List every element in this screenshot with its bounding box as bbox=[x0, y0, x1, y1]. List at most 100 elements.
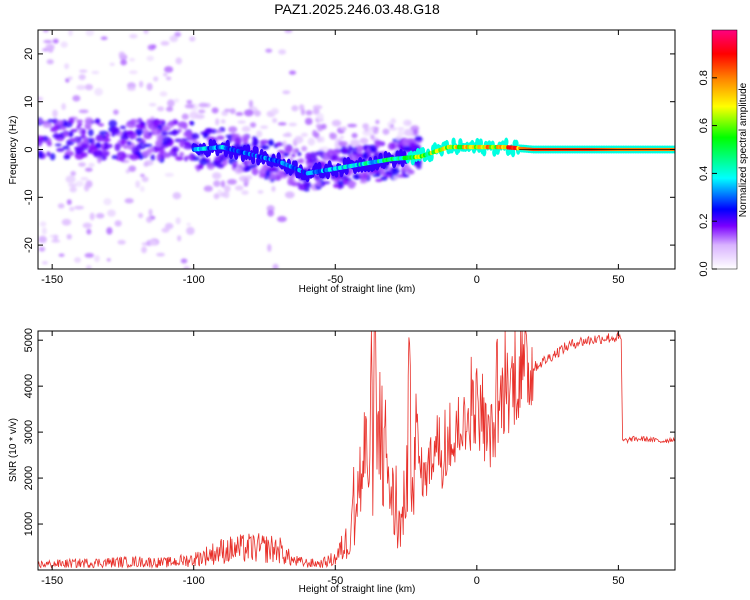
heatmap-cell bbox=[256, 130, 263, 138]
heatmap-cell bbox=[284, 30, 293, 33]
heatmap-cell bbox=[396, 174, 404, 178]
heatmap-cell bbox=[78, 74, 86, 81]
heatmap-cell bbox=[403, 174, 410, 178]
heatmap-cell bbox=[53, 124, 59, 131]
colorbar-label: Normalized spectral amplitude bbox=[738, 82, 749, 217]
heatmap-cell bbox=[76, 119, 84, 124]
y-tick-label: 20 bbox=[23, 48, 35, 60]
heatmap-cell bbox=[224, 108, 231, 112]
heatmap-cell bbox=[234, 167, 243, 175]
heatmap-cell bbox=[244, 109, 254, 117]
heatmap-cell bbox=[52, 38, 59, 44]
snr-panel: -150 -100 -50 0 50 1000 2000 3000 4000 5000 Heig… bbox=[8, 328, 676, 595]
heatmap-cell bbox=[277, 122, 287, 126]
heatmap-cell bbox=[113, 109, 119, 115]
heatmap-cell bbox=[282, 140, 287, 149]
colorbar-tick-label: 0.0 bbox=[698, 261, 710, 276]
heatmap-cell bbox=[370, 134, 375, 140]
heatmap-cell bbox=[288, 174, 296, 180]
heatmap-cell bbox=[249, 122, 257, 128]
heatmap-cell bbox=[406, 169, 415, 175]
heatmap-cell bbox=[216, 129, 222, 134]
heatmap-cell bbox=[189, 111, 199, 120]
heatmap-cell bbox=[237, 120, 246, 124]
heatmap-cell bbox=[143, 162, 149, 167]
heatmap-cell bbox=[172, 129, 178, 136]
heatmap-cell bbox=[143, 129, 150, 136]
heatmap-cell bbox=[146, 83, 153, 91]
heatmap-cell bbox=[342, 126, 347, 131]
heatmap-cell bbox=[268, 139, 274, 147]
heatmap-cell bbox=[329, 132, 337, 140]
heatmap-cell bbox=[314, 177, 320, 182]
heatmap-cell bbox=[284, 191, 295, 199]
heatmap-cell bbox=[320, 123, 327, 130]
x-tick-label: 50 bbox=[612, 575, 624, 587]
heatmap-cell bbox=[43, 40, 53, 44]
heatmap-cell bbox=[339, 135, 344, 139]
heatmap-cell bbox=[245, 144, 251, 154]
heatmap-cell bbox=[141, 150, 152, 157]
heatmap-cell bbox=[242, 137, 249, 145]
heatmap-cell bbox=[78, 109, 89, 114]
heatmap-cell bbox=[150, 154, 156, 161]
heatmap-cell bbox=[69, 206, 75, 212]
snr-series-line bbox=[38, 331, 675, 569]
heatmap-cell bbox=[93, 150, 103, 158]
y-tick-label: -10 bbox=[23, 189, 35, 205]
heatmap-cell bbox=[73, 136, 82, 143]
heatmap-cell bbox=[298, 158, 304, 164]
heatmap-cell bbox=[66, 139, 71, 147]
heatmap-cell bbox=[307, 137, 316, 146]
heatmap-cell bbox=[297, 151, 302, 157]
heatmap-cell bbox=[161, 227, 170, 233]
heatmap-cell bbox=[272, 118, 278, 124]
heatmap-cell bbox=[95, 213, 105, 219]
heatmap-cell bbox=[161, 130, 168, 137]
heatmap-cell bbox=[301, 132, 308, 137]
heatmap-cell bbox=[259, 139, 270, 145]
heatmap-cell bbox=[135, 137, 143, 141]
heatmap-cell bbox=[291, 153, 296, 158]
heatmap-cell bbox=[319, 136, 325, 143]
heatmap-cell bbox=[403, 128, 414, 137]
heatmap-cell bbox=[82, 222, 92, 229]
heatmap-cell bbox=[390, 118, 397, 124]
heatmap-cell bbox=[265, 169, 271, 178]
heatmap-cell bbox=[342, 157, 348, 167]
heatmap-cell bbox=[94, 119, 101, 123]
heatmap-cell bbox=[213, 159, 221, 166]
heatmap-cell bbox=[68, 132, 73, 138]
heatmap-cell bbox=[59, 126, 67, 130]
heatmap-cell bbox=[322, 156, 332, 162]
heatmap-cell bbox=[52, 133, 62, 139]
heatmap-cell bbox=[129, 118, 140, 124]
heatmap-cell bbox=[190, 120, 195, 126]
heatmap-cell bbox=[212, 172, 222, 180]
heatmap-cell bbox=[331, 148, 341, 156]
heatmap-cell bbox=[392, 167, 400, 175]
heatmap-cell bbox=[191, 133, 200, 140]
heatmap-cell bbox=[148, 208, 153, 217]
heatmap-cell bbox=[270, 107, 279, 115]
heatmap-cell bbox=[414, 137, 424, 142]
heatmap-cell bbox=[504, 137, 509, 147]
heatmap-cell bbox=[201, 156, 206, 162]
snr-x-axis-label: Height of straight line (km) bbox=[299, 584, 416, 595]
heatmap-cell bbox=[214, 156, 221, 161]
heatmap-cell bbox=[235, 112, 244, 116]
heatmap-cell bbox=[100, 150, 110, 157]
heatmap-cell bbox=[62, 121, 73, 128]
heatmap-x-axis-label: Height of straight line (km) bbox=[299, 284, 416, 295]
heatmap-cell bbox=[312, 108, 320, 115]
heatmap-cell bbox=[317, 161, 322, 171]
heatmap-cell bbox=[393, 175, 399, 181]
heatmap-cell bbox=[100, 36, 108, 41]
heatmap-cell bbox=[94, 87, 103, 96]
heatmap-cell bbox=[339, 184, 345, 189]
heatmap-cell bbox=[172, 119, 179, 125]
heatmap-cell bbox=[179, 140, 185, 148]
heatmap-ridge-layer bbox=[191, 137, 675, 183]
heatmap-cell bbox=[183, 265, 190, 269]
heatmap-cell bbox=[250, 155, 256, 165]
